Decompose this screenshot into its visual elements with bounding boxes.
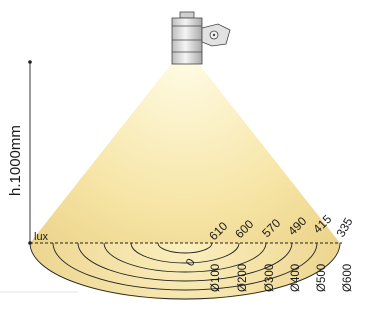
diameter-value: Ø400 xyxy=(290,264,302,292)
height-label: h.1000mm xyxy=(7,125,24,196)
diameter-value: Ø200 xyxy=(237,264,249,292)
fixture-cap xyxy=(179,11,195,19)
fixture-body xyxy=(171,17,203,65)
isolux-ring-2 xyxy=(130,242,240,264)
isolux-ring-3 xyxy=(103,242,267,273)
isolux-ring-5 xyxy=(52,242,318,291)
diameter-value: Ø300 xyxy=(264,264,276,292)
center-label: 0 xyxy=(184,257,198,269)
light-pool xyxy=(30,243,340,300)
fixture xyxy=(171,11,231,65)
height-dimension xyxy=(28,60,32,245)
diameter-value: Ø600 xyxy=(342,264,354,292)
isolux-ring-1 xyxy=(157,242,213,254)
light-beam-cone xyxy=(30,63,340,243)
lux-label: lux xyxy=(34,231,49,243)
corner-mask xyxy=(0,292,78,323)
diameter-values: Ø100 Ø200 Ø300 Ø400 Ø500 Ø600 xyxy=(210,264,354,292)
isolux-ring-4 xyxy=(77,242,293,282)
diameter-value: Ø100 xyxy=(210,264,222,292)
isolux-rings xyxy=(29,242,341,300)
isolux-ring-6 xyxy=(29,242,341,300)
lux-value: 335 xyxy=(333,215,355,240)
diameter-value: Ø500 xyxy=(316,264,328,292)
